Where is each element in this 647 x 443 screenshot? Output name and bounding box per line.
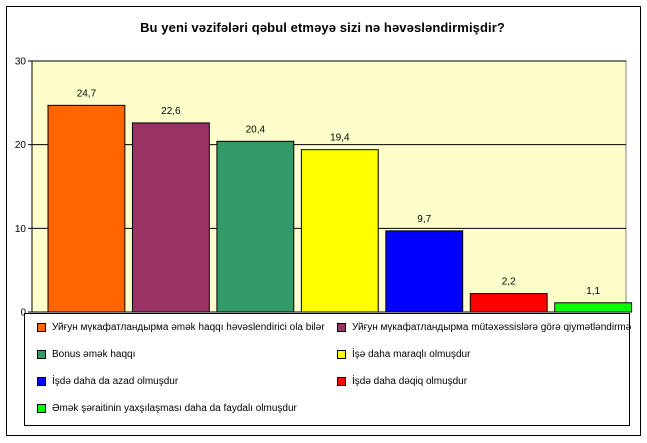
- y-tick-label: 0: [20, 308, 26, 319]
- bar: [469, 293, 548, 313]
- legend-item: Əmək şəraitinin yaxşılaşması daha da fay…: [37, 403, 297, 414]
- legend-item: İşə daha maraqlı olmuşdur: [337, 349, 470, 360]
- legend-swatch: [37, 323, 46, 332]
- data-label: 2,2: [502, 277, 516, 288]
- legend-label: İşdə daha dəqiq olmuşdur: [352, 376, 468, 387]
- legend-item: Уйғун мүкафатландырма mütəxəssislərə gör…: [337, 322, 631, 333]
- legend-swatch: [37, 350, 46, 359]
- legend-label: İşə daha maraqlı olmuşdur: [352, 349, 471, 360]
- legend-swatch: [337, 377, 346, 386]
- bar: [47, 104, 126, 313]
- y-tick-label: 30: [15, 57, 27, 68]
- bar: [300, 149, 379, 313]
- legend-swatch: [337, 350, 346, 359]
- legend-label: Bonus əmək haqqı: [52, 349, 136, 360]
- legend-label: Əmək şəraitinin yaxşılaşması daha da fay…: [52, 403, 297, 414]
- data-label: 1,1: [586, 286, 600, 297]
- bar: [385, 230, 464, 313]
- bar: [554, 302, 633, 313]
- data-label: 19,4: [330, 133, 350, 144]
- legend-item: Уйғун мүкафатландырма əmək haqqı həvəsle…: [37, 322, 325, 333]
- chart-title: Bu yeni vəzifələri qəbul etməyə sizi nə …: [140, 20, 505, 35]
- bar: [216, 140, 295, 313]
- legend-label: Уйғун мүкафатландырма mütəxəssislərə gör…: [352, 322, 632, 333]
- data-label: 24,7: [77, 88, 97, 99]
- legend-swatch: [37, 404, 46, 413]
- legend-swatch: [337, 323, 346, 332]
- legend-label: Уйғун мүкафатландырма əmək haqqı həvəsle…: [52, 322, 325, 333]
- legend-item: Bonus əmək haqqı: [37, 349, 135, 360]
- y-tick-label: 20: [15, 140, 27, 151]
- bar: [131, 122, 210, 313]
- y-tick-label: 10: [15, 224, 27, 235]
- data-label: 9,7: [417, 214, 431, 225]
- legend-label: İşdə daha da azad olmuşdur: [52, 376, 179, 387]
- legend-swatch: [37, 377, 46, 386]
- chart-legend: Уйғун мүкафатландырма əmək haqqı həvəsle…: [24, 313, 631, 426]
- data-label: 22,6: [161, 106, 181, 117]
- legend-item: İşdə daha dəqiq olmuşdur: [337, 376, 467, 387]
- legend-item: İşdə daha da azad olmuşdur: [37, 376, 178, 387]
- data-label: 20,4: [246, 124, 266, 135]
